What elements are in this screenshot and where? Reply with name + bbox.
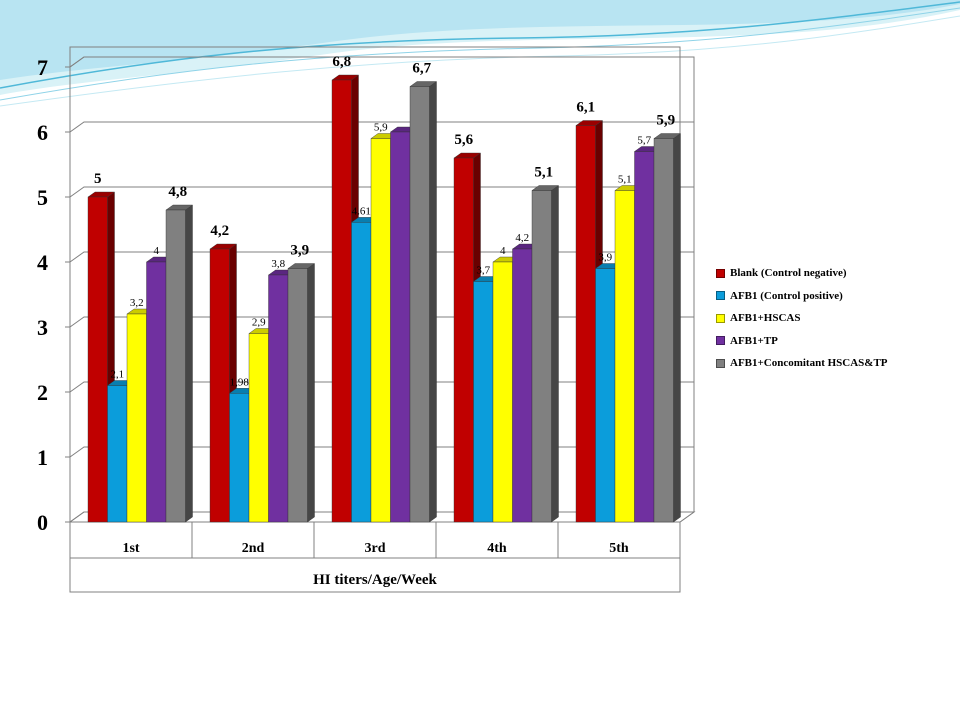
bar-front: [390, 131, 411, 523]
data-label: 5: [94, 171, 102, 187]
legend-label: AFB1+TP: [730, 334, 778, 347]
legend-label: Blank (Control negative): [730, 267, 847, 280]
bar-front: [634, 151, 655, 523]
y-tick-label: 2: [37, 380, 48, 405]
bar-front: [595, 268, 616, 523]
data-label: 2,1: [110, 369, 124, 381]
bar-front: [575, 125, 596, 523]
bar: [531, 185, 560, 523]
data-label: 5,6: [454, 132, 473, 148]
gridline: [69, 56, 694, 68]
bar-front: [209, 248, 230, 523]
bar-front: [248, 333, 269, 523]
data-label: 4: [500, 245, 506, 257]
bar: [409, 81, 438, 523]
legend-item: AFB1+TP: [716, 330, 888, 353]
data-label: 4,8: [168, 184, 187, 200]
legend-label: AFB1+HSCAS: [730, 312, 801, 325]
x-axis-title: HI titers/Age/Week: [313, 572, 437, 588]
bar-front: [126, 313, 147, 523]
x-tick-label: 5th: [609, 541, 629, 556]
data-label: 3,9: [598, 252, 612, 264]
data-label: 2,9: [252, 317, 266, 329]
data-label: 4.61: [352, 205, 371, 217]
bar-front: [331, 79, 352, 523]
bar-side: [429, 81, 437, 523]
bar: [653, 133, 682, 523]
gridline: [69, 121, 694, 133]
x-tick-label: 1st: [122, 541, 139, 556]
legend-label: AFB1 (Control positive): [730, 289, 843, 302]
x-tick-label: 4th: [487, 541, 507, 556]
legend-item: Blank (Control negative): [716, 262, 888, 285]
bar-front: [107, 385, 128, 523]
legend-item: AFB1 (Control positive): [716, 285, 888, 308]
y-tick-label: 7: [37, 55, 48, 80]
data-label: 6,7: [412, 61, 431, 77]
data-label: 6,1: [576, 100, 595, 116]
bar-front: [370, 138, 391, 523]
bar-side: [551, 185, 559, 523]
bar-front: [614, 190, 635, 523]
bar: [287, 263, 316, 523]
bar-front: [287, 268, 308, 523]
data-label: 3,7: [476, 265, 490, 277]
legend-item: AFB1+HSCAS: [716, 307, 888, 330]
bar-front: [653, 138, 674, 523]
bar-front: [531, 190, 552, 523]
decorative-wave-header: [0, 0, 960, 107]
data-label: 5,1: [534, 165, 553, 181]
legend-item: AFB1+Concomitant HSCAS&TP: [716, 352, 888, 375]
bar-front: [409, 86, 430, 523]
gridline: [69, 251, 694, 263]
data-label: 4,2: [210, 223, 229, 239]
y-tick-label: 3: [37, 315, 48, 340]
bar-front: [351, 222, 372, 523]
bar-front: [165, 209, 186, 523]
legend-swatch: [716, 291, 725, 301]
y-tick-label: 6: [37, 120, 48, 145]
y-tick-label: 5: [37, 185, 48, 210]
bar-front: [87, 196, 108, 523]
bar-front: [512, 248, 533, 523]
bar-side: [185, 204, 193, 523]
bar-front: [492, 261, 513, 523]
bar: [165, 204, 194, 523]
data-label: 3,9: [290, 243, 309, 259]
data-label: 4: [154, 245, 160, 257]
data-label: 5,1: [618, 174, 632, 186]
legend-swatch: [716, 313, 725, 323]
data-label: 6,8: [332, 54, 351, 70]
bar-front: [229, 393, 250, 523]
chart-legend: Blank (Control negative) AFB1 (Control po…: [716, 262, 888, 375]
bar-side: [673, 133, 681, 523]
data-label: 3,2: [130, 297, 144, 309]
bar-front: [453, 157, 474, 523]
gridline: [69, 186, 694, 198]
legend-swatch: [716, 268, 725, 278]
data-label: 5,7: [637, 135, 651, 147]
bar-side: [307, 263, 315, 523]
x-tick-label: 2nd: [242, 541, 265, 556]
bar-front: [146, 261, 167, 523]
y-tick-label: 0: [37, 510, 48, 535]
bar-front: [268, 274, 289, 523]
data-label: 4,2: [515, 232, 529, 244]
data-label: 3,8: [271, 258, 285, 270]
x-tick-label: 3rd: [365, 541, 386, 556]
bar-front: [473, 281, 494, 523]
data-label: 5,9: [656, 113, 675, 129]
legend-swatch: [716, 358, 725, 368]
y-tick-label: 4: [37, 250, 48, 275]
legend-swatch: [716, 336, 725, 346]
data-label: 5,9: [374, 122, 388, 134]
y-tick-label: 1: [37, 445, 48, 470]
legend-label: AFB1+Concomitant HSCAS&TP: [730, 357, 888, 370]
data-label: 1,98: [230, 376, 250, 388]
